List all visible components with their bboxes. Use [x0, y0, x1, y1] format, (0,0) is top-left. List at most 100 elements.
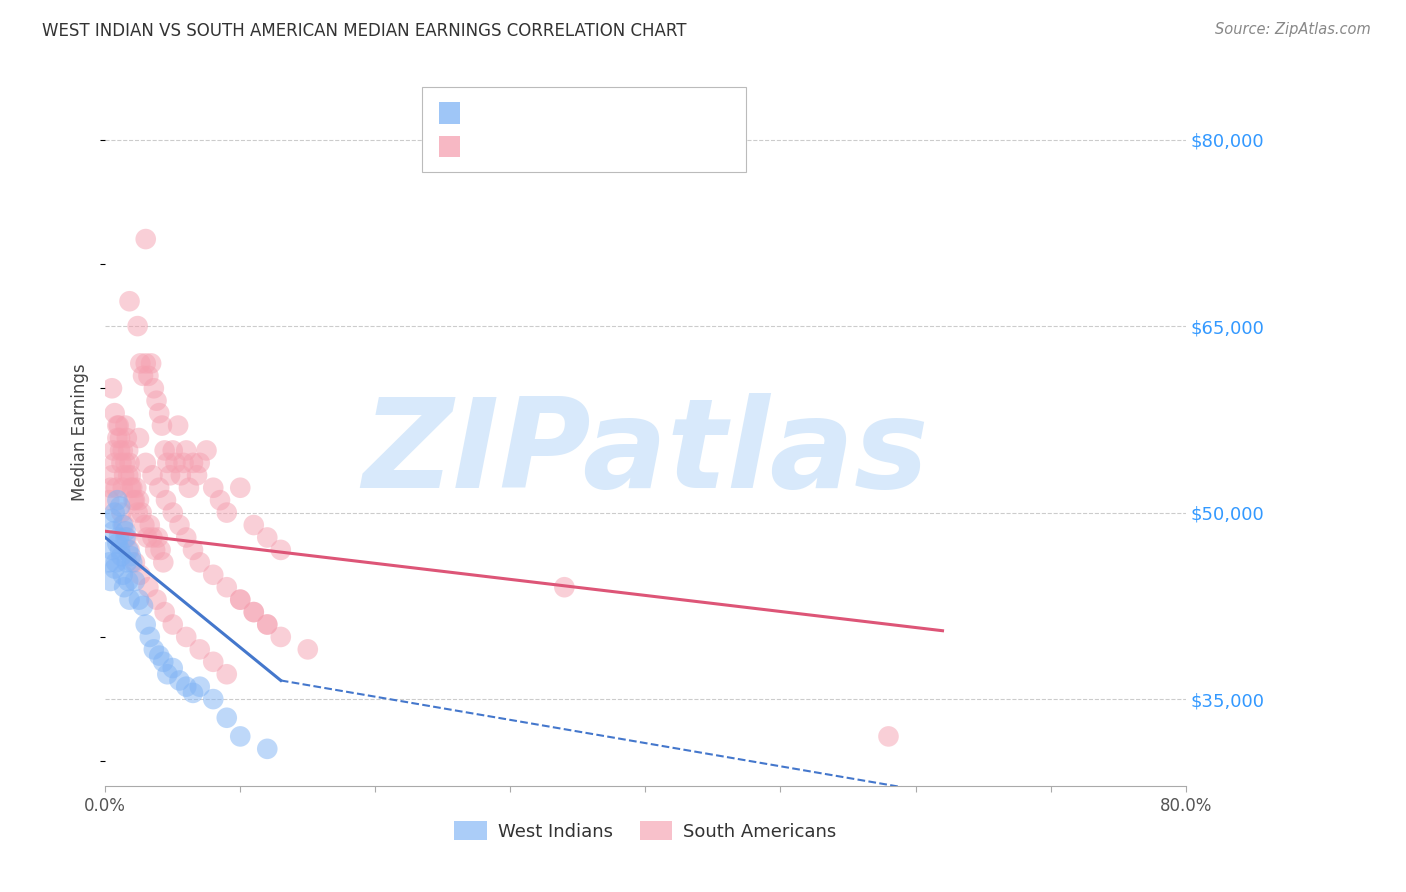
Point: [120, 481, 142, 495]
Point: [103, 443, 125, 458]
Point: [135, 456, 157, 470]
Point: [169, 518, 191, 533]
Text: ZIPatlas: ZIPatlas: [363, 392, 928, 514]
Point: [110, 549, 132, 563]
Point: [242, 605, 264, 619]
Point: [98, 493, 121, 508]
Point: [115, 555, 138, 569]
Point: [111, 481, 134, 495]
Point: [135, 232, 157, 246]
Point: [124, 555, 146, 569]
Point: [208, 493, 231, 508]
Point: [108, 500, 131, 514]
Point: [169, 673, 191, 688]
Point: [112, 580, 135, 594]
Point: [153, 605, 176, 619]
Point: [135, 356, 157, 370]
Point: [170, 468, 193, 483]
Point: [104, 406, 127, 420]
Point: [270, 630, 292, 644]
Point: [100, 574, 122, 588]
Point: [124, 574, 146, 588]
Point: [181, 686, 204, 700]
Point: [112, 468, 135, 483]
Point: [150, 418, 173, 433]
Point: [127, 319, 149, 334]
Point: [117, 443, 139, 458]
Point: [229, 481, 252, 495]
Point: [107, 531, 129, 545]
Point: [148, 481, 170, 495]
Point: [110, 506, 132, 520]
Point: [156, 456, 179, 470]
Text: WEST INDIAN VS SOUTH AMERICAN MEDIAN EARNINGS CORRELATION CHART: WEST INDIAN VS SOUTH AMERICAN MEDIAN EAR…: [42, 22, 686, 40]
Point: [215, 711, 238, 725]
Point: [145, 393, 167, 408]
Text: -0.317: -0.317: [505, 103, 565, 122]
Point: [153, 443, 176, 458]
Point: [142, 642, 165, 657]
Point: [114, 418, 136, 433]
Text: R =: R =: [467, 103, 503, 122]
Point: [152, 655, 174, 669]
Point: [256, 617, 278, 632]
Point: [107, 418, 129, 433]
Point: [162, 617, 184, 632]
Legend: West Indians, South Americans: West Indians, South Americans: [447, 814, 844, 848]
Point: [139, 518, 162, 533]
Point: [256, 617, 278, 632]
Point: [103, 524, 125, 539]
Point: [174, 443, 197, 458]
Point: [256, 742, 278, 756]
Point: [128, 592, 150, 607]
Point: [167, 418, 190, 433]
Point: [121, 555, 143, 569]
Point: [136, 531, 159, 545]
Point: [270, 542, 292, 557]
Text: N =: N =: [576, 137, 614, 155]
Point: [174, 531, 197, 545]
Point: [242, 518, 264, 533]
Point: [132, 368, 155, 383]
Point: [297, 642, 319, 657]
Point: [134, 518, 156, 533]
Point: [115, 431, 138, 445]
Point: [229, 592, 252, 607]
Point: [124, 493, 146, 508]
Point: [181, 542, 204, 557]
Text: -0.164: -0.164: [505, 137, 565, 155]
Point: [215, 667, 238, 681]
Point: [118, 456, 141, 470]
Point: [188, 555, 211, 569]
Point: [120, 468, 142, 483]
Point: [215, 580, 238, 594]
Point: [202, 481, 225, 495]
Point: [188, 642, 211, 657]
Point: [100, 481, 122, 495]
Point: [195, 443, 218, 458]
Point: [108, 431, 131, 445]
Point: [149, 542, 172, 557]
Point: [141, 468, 163, 483]
Point: [186, 468, 208, 483]
Point: [202, 655, 225, 669]
Point: [143, 542, 166, 557]
Point: [101, 542, 124, 557]
Point: [101, 512, 124, 526]
Point: [138, 368, 160, 383]
Point: [98, 555, 121, 569]
Point: [105, 418, 128, 433]
Point: [125, 481, 148, 495]
Point: [138, 580, 160, 594]
Point: [202, 692, 225, 706]
Point: [110, 456, 132, 470]
Point: [117, 574, 139, 588]
Point: [256, 531, 278, 545]
Point: [146, 531, 169, 545]
Point: [139, 356, 162, 370]
Point: [129, 356, 152, 370]
Point: [117, 468, 139, 483]
Text: 114: 114: [612, 137, 647, 155]
Point: [105, 555, 128, 569]
Point: [118, 542, 141, 557]
